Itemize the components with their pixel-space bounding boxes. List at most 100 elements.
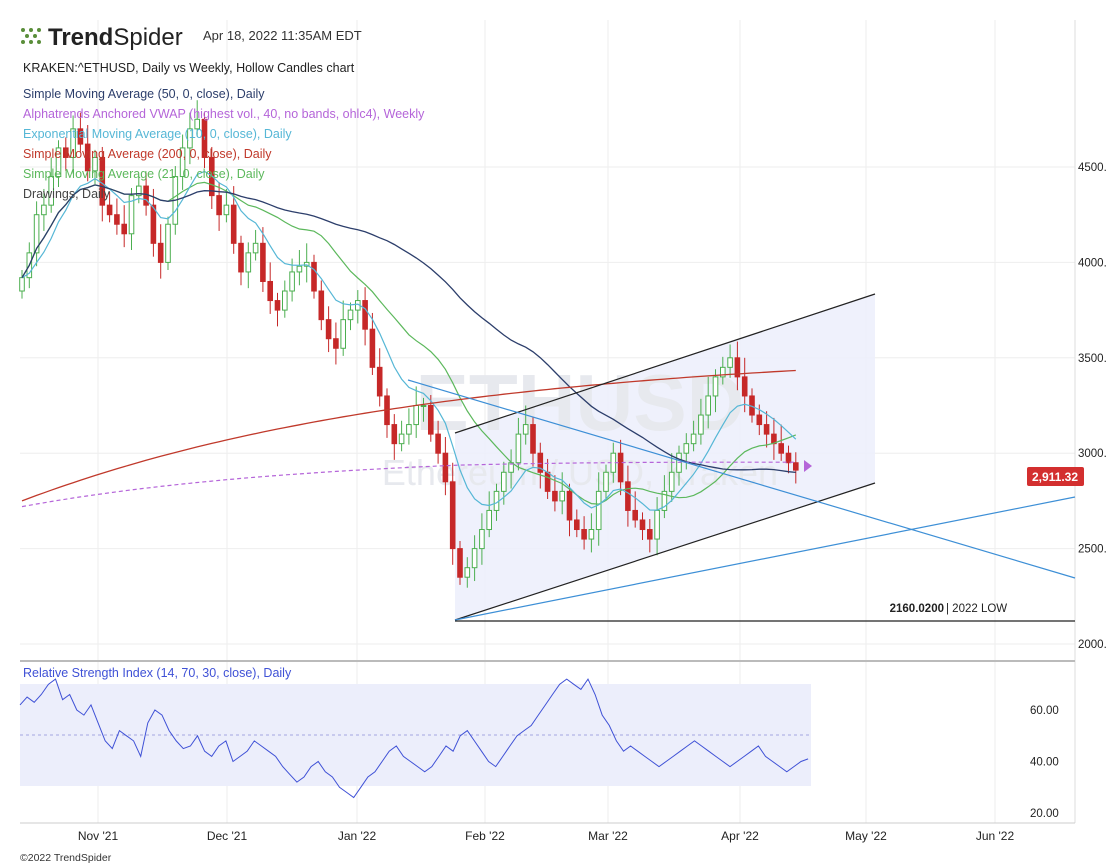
candle-body	[48, 176, 55, 206]
candle-body	[479, 529, 485, 550]
candle-body	[778, 443, 785, 454]
x-tick-label: Dec '21	[207, 829, 248, 843]
trendspider-logo-icon	[21, 28, 41, 44]
candle-body	[33, 214, 40, 254]
candle-body	[420, 405, 427, 407]
legend-item[interactable]: Exponential Moving Average (10, 0, close…	[23, 127, 292, 141]
candle-body	[727, 357, 733, 368]
y-tick-label: 2500.0000	[1078, 544, 1106, 556]
candle-body	[84, 143, 91, 172]
candle-body	[362, 300, 368, 330]
candle-body	[77, 128, 84, 145]
candle-body	[493, 490, 500, 511]
rsi-label: Relative Strength Index (14, 70, 30, clo…	[23, 666, 292, 680]
legend-item[interactable]: Drawings, Daily	[23, 187, 111, 201]
indicator-legend[interactable]: Simple Moving Average (50, 0, close), Da…	[23, 87, 425, 201]
ema10-line	[21, 170, 797, 511]
candle-body	[647, 529, 653, 540]
candle-body	[311, 261, 317, 292]
candle-body	[588, 529, 595, 540]
candle-body	[793, 462, 799, 471]
candle-body	[369, 328, 376, 368]
candle-body	[574, 519, 580, 531]
candle-body	[501, 471, 507, 492]
rsi-band	[20, 684, 811, 786]
y-tick-label: 4000.0000	[1078, 257, 1106, 269]
candle-body	[70, 128, 76, 158]
candle-body	[581, 529, 587, 540]
channel-lower-line[interactable]	[454, 482, 876, 621]
candle-body	[274, 300, 281, 311]
channel-upper-line[interactable]	[454, 293, 876, 434]
candle-body	[179, 147, 186, 178]
candle-body	[333, 338, 339, 349]
legend-item[interactable]: Simple Moving Average (21, 0, close), Da…	[23, 167, 265, 181]
candle-body	[428, 405, 434, 435]
rsi-line	[19, 678, 809, 799]
y-axis-labels: 2000.0000 2500.0000 3000.0000 3500.0000 4000…	[1078, 162, 1106, 651]
candle-body	[376, 366, 383, 397]
candle-body	[267, 280, 273, 302]
support-trendline[interactable]	[454, 496, 1076, 621]
candle-body	[603, 471, 609, 492]
rsi-tick-label: 40.00	[1030, 757, 1059, 769]
candle-body	[734, 357, 741, 378]
rsi-tick-label: 20.00	[1030, 808, 1059, 820]
candle-body	[391, 424, 398, 445]
candle-body	[756, 414, 763, 426]
candle-body	[165, 223, 171, 263]
rsi-axis-labels: 20.00 40.00 60.00	[1030, 705, 1059, 820]
candle-body	[552, 490, 558, 502]
resistance-trendline[interactable]	[407, 379, 1076, 579]
y-tick-label: 4500.0000	[1078, 162, 1106, 174]
legend-item[interactable]: Simple Moving Average (50, 0, close), Da…	[23, 87, 265, 101]
overlays	[21, 170, 812, 511]
candle-body	[668, 471, 675, 492]
x-tick-label: Feb '22	[465, 829, 505, 843]
y-tick-label: 2000.0000	[1078, 639, 1106, 651]
vwap-marker-icon	[804, 460, 812, 472]
candle-body	[464, 567, 471, 578]
candle-body	[449, 481, 456, 550]
candle-body	[471, 548, 478, 569]
candle-body	[785, 452, 792, 464]
candle-body	[486, 509, 492, 531]
candle-body	[617, 452, 624, 483]
footer-copyright: ©2022 TrendSpider	[20, 852, 112, 864]
candle-body	[252, 242, 259, 254]
candle-body	[654, 509, 660, 540]
rsi-path	[19, 678, 809, 799]
candle-body	[347, 309, 354, 321]
candle-body	[398, 433, 405, 445]
candle-body	[296, 265, 303, 273]
candle-body	[282, 290, 288, 311]
candle-body	[442, 452, 449, 483]
low-value: 2160.0200	[890, 603, 944, 615]
candle-body	[216, 195, 222, 216]
candle-body	[537, 452, 544, 473]
candle-body	[763, 424, 770, 435]
x-tick-label: Apr '22	[721, 829, 759, 843]
candle-body	[63, 147, 69, 158]
brand-bold: Trend	[48, 24, 113, 51]
x-tick-label: May '22	[845, 829, 887, 843]
legend-item[interactable]: Simple Moving Average (200, 0, close), D…	[23, 147, 272, 161]
y-tick-label: 3000.0000	[1078, 448, 1106, 460]
candle-body	[632, 509, 639, 521]
candle-body	[245, 252, 252, 273]
candle-body	[406, 424, 412, 435]
candle-body	[435, 433, 441, 454]
sma50-line	[21, 184, 796, 474]
candle-body	[114, 214, 120, 225]
legend-item[interactable]: Alphatrends Anchored VWAP (highest vol.,…	[23, 107, 425, 121]
candle-body	[289, 271, 295, 292]
candle-body	[457, 548, 463, 578]
candle-body	[19, 277, 25, 292]
candle-body	[121, 223, 128, 235]
price-badge-text: 2,911.32	[1032, 470, 1078, 484]
candle-body	[413, 405, 419, 426]
x-tick-label: Jun '22	[976, 829, 1015, 843]
low-label: | 2022 LOW	[946, 603, 1007, 615]
candle-body	[157, 242, 164, 263]
